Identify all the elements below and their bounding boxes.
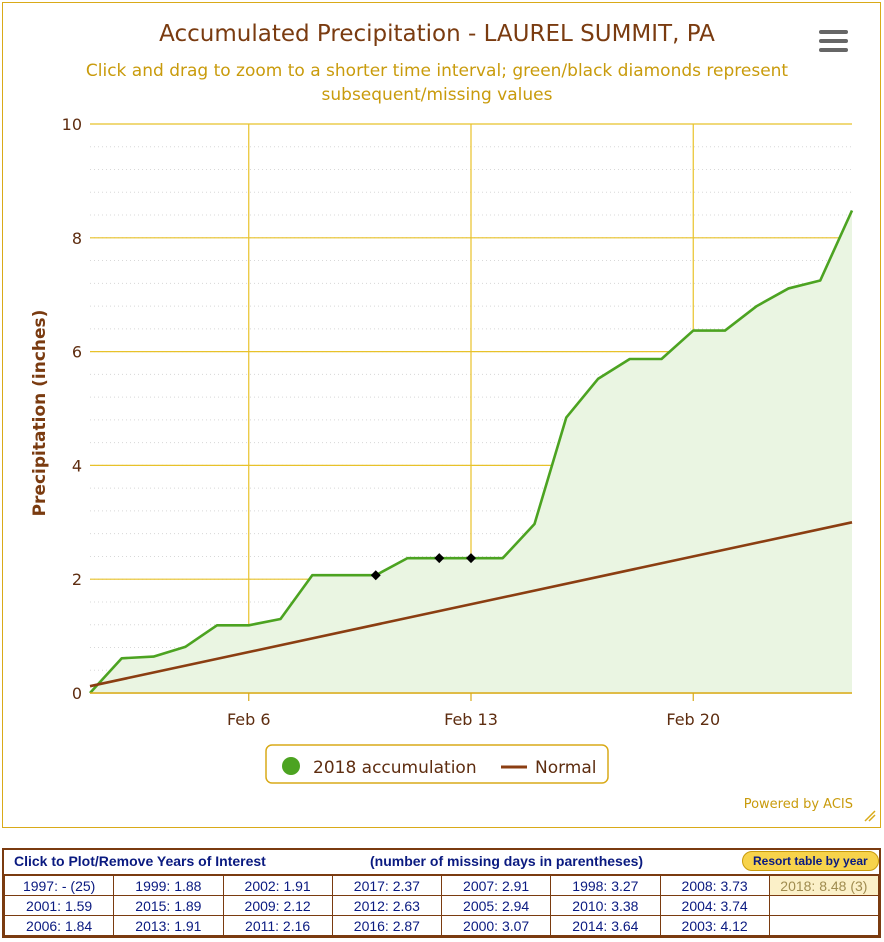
year-cell[interactable]: 2002: 1.91	[222, 875, 333, 896]
legend-item-2018-accumulation[interactable]: 2018 accumulation	[282, 757, 477, 778]
years-table-grid: 1997: - (25) 1999: 1.88 2002: 1.91 2017: 2.…	[3, 875, 880, 936]
year-cell-empty	[768, 915, 880, 936]
x-tick-label: Feb 6	[227, 710, 271, 729]
chart-container[interactable]: Accumulated Precipitation - LAUREL SUMMI…	[2, 2, 881, 828]
legend-label-normal: Normal	[535, 758, 597, 778]
year-cell[interactable]: 2008: 3.73	[659, 875, 770, 896]
legend-item-normal[interactable]: Normal	[501, 758, 597, 778]
table-row: 1997: - (25) 1999: 1.88 2002: 1.91 2017: 2.…	[3, 875, 880, 896]
missing-value-marker	[434, 553, 445, 564]
resize-handle-icon[interactable]	[864, 810, 876, 822]
y-tick-label: 6	[72, 343, 82, 362]
chart-legend: 2018 accumulation Normal	[265, 744, 609, 784]
year-cell[interactable]: 2010: 3.38	[550, 895, 661, 916]
x-tick-label: Feb 13	[444, 710, 498, 729]
y-tick-label: 2	[72, 570, 82, 589]
resort-table-button[interactable]: Resort table by year	[742, 851, 879, 871]
year-cell[interactable]: 2012: 2.63	[331, 895, 443, 916]
year-cell[interactable]: 2001: 1.59	[3, 895, 115, 916]
year-cell[interactable]: 2004: 3.74	[659, 895, 770, 916]
year-cell[interactable]: 2007: 2.91	[440, 875, 552, 896]
years-table-header: Click to Plot/Remove Years of Interest (…	[4, 850, 879, 875]
year-cell[interactable]: 2017: 2.37	[331, 875, 443, 896]
chart-series	[89, 209, 854, 694]
legend-marker-2018	[282, 757, 300, 775]
year-cell[interactable]: 2003: 4.12	[659, 915, 770, 936]
legend-box	[265, 744, 609, 784]
y-tick-label: 0	[72, 684, 82, 703]
year-cell[interactable]: 2018: 8.48 (3)	[768, 875, 880, 896]
year-cell-empty	[768, 895, 880, 916]
x-tick-label: Feb 20	[666, 710, 720, 729]
y-tick-label: 4	[72, 456, 82, 475]
year-cell[interactable]: 1998: 3.27	[550, 875, 661, 896]
year-cell[interactable]: 2006: 1.84	[3, 915, 115, 936]
year-cell[interactable]: 2016: 2.87	[331, 915, 443, 936]
years-table-instructions: Click to Plot/Remove Years of Interest	[14, 853, 266, 869]
chart-menu-button[interactable]	[813, 25, 853, 59]
chart-axes: 0 2 4 6 8 10 Feb 6 Feb 13 Feb 20	[62, 115, 852, 729]
table-row: 2001: 1.59 2015: 1.89 2009: 2.12 2012: 2.63…	[3, 895, 880, 916]
accumulation-area	[90, 210, 852, 693]
year-cell[interactable]: 2005: 2.94	[440, 895, 552, 916]
missing-value-marker	[370, 570, 381, 581]
chart-subtitle-line-2: subsequent/missing values	[322, 85, 553, 105]
y-axis-label: Precipitation (inches)	[30, 310, 50, 517]
year-cell[interactable]: 2011: 2.16	[222, 915, 333, 936]
year-cell[interactable]: 2015: 1.89	[113, 895, 224, 916]
precipitation-chart[interactable]: Accumulated Precipitation - LAUREL SUMMI…	[3, 3, 882, 829]
chart-title: Accumulated Precipitation - LAUREL SUMMI…	[159, 21, 715, 47]
y-tick-label: 8	[72, 229, 82, 248]
year-cell[interactable]: 1997: - (25)	[3, 875, 115, 896]
table-row: 2006: 1.84 2013: 1.91 2011: 2.16 2016: 2.87…	[3, 915, 880, 936]
normal-line	[89, 521, 853, 688]
years-table: Click to Plot/Remove Years of Interest (…	[2, 848, 881, 938]
year-cell[interactable]: 2000: 3.07	[440, 915, 552, 936]
year-cell[interactable]: 2013: 1.91	[113, 915, 224, 936]
chart-subtitle-line-1: Click and drag to zoom to a shorter time…	[86, 61, 789, 81]
credit-link[interactable]: Powered by ACIS	[744, 797, 853, 812]
hamburger-menu-icon	[819, 30, 848, 52]
year-cell[interactable]: 2009: 2.12	[222, 895, 333, 916]
y-tick-label: 10	[62, 115, 82, 134]
missing-value-marker	[466, 553, 476, 564]
missing-days-note: (number of missing days in parentheses)	[370, 853, 644, 869]
year-cell[interactable]: 2014: 3.64	[550, 915, 661, 936]
year-cell[interactable]: 1999: 1.88	[113, 875, 224, 896]
legend-label-2018: 2018 accumulation	[313, 758, 477, 778]
